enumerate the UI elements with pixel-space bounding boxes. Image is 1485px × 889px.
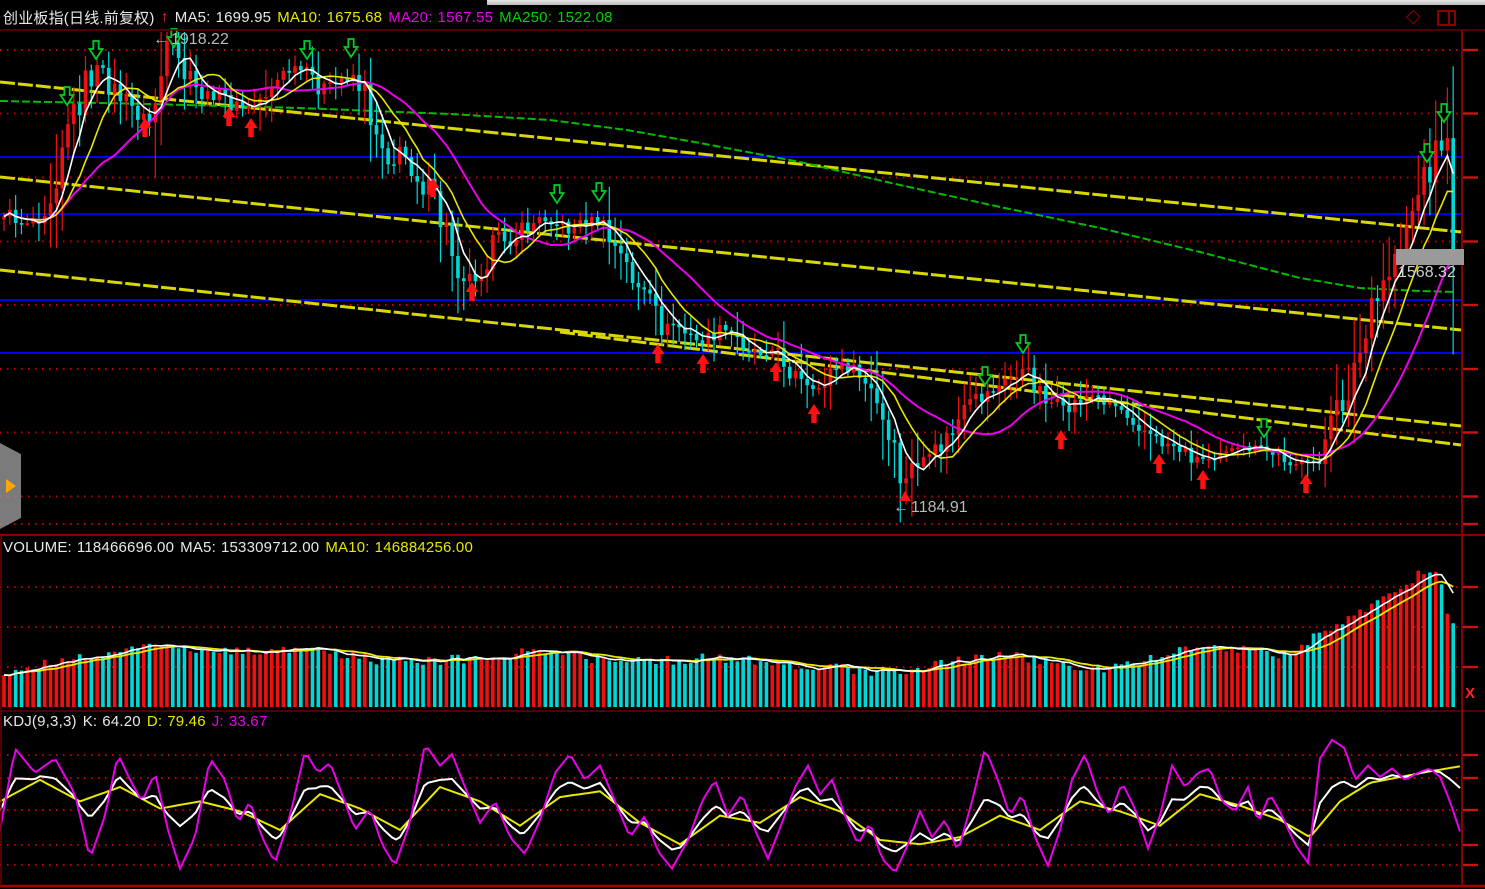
volume-header: VOLUME: 118466696.00 MA5: 153309712.00 MA1… xyxy=(3,539,473,556)
symbol-title: 创业板指(日线.前复权) xyxy=(3,10,155,27)
kdj-title: KDJ(9,3,3) xyxy=(3,713,77,730)
split-window-icon[interactable] xyxy=(1437,10,1456,26)
ma10-value: 1675.68 xyxy=(326,9,383,26)
close-indicator-button[interactable]: X xyxy=(1465,685,1476,702)
expand-arrow-icon xyxy=(5,479,16,493)
kdj-d-label: D: xyxy=(146,713,163,730)
high-pointer-arrow-icon: ← xyxy=(153,31,169,48)
volume-ma5-label: MA5: xyxy=(180,539,216,556)
ma5-value: 1699.95 xyxy=(215,9,272,26)
kdj-k-value: 64.20 xyxy=(102,713,141,730)
main-chart-header: 创业板指(日线.前复权) ↑ MA5: 1699.95 MA10: 1675.68 … xyxy=(3,7,613,28)
low-price-annotation: ← 1184.91 xyxy=(893,499,968,517)
kdj-k-label: K: xyxy=(82,713,98,730)
window-titlebar-edge xyxy=(487,0,1485,5)
low-price-value: 1184.91 xyxy=(911,499,968,516)
high-price-annotation: ← 1918.22 xyxy=(153,31,229,49)
kdj-j-value: 33.67 xyxy=(228,713,268,730)
ma250-value: 1522.08 xyxy=(557,9,613,26)
volume-label: VOLUME: xyxy=(3,539,72,556)
low-pointer-arrow-icon: ← xyxy=(893,499,909,516)
ma10-label: MA10: xyxy=(277,9,322,26)
last-price-value: 1568.32 xyxy=(1398,264,1456,281)
split-window-icon-bar xyxy=(1448,12,1450,24)
ma20-value: 1567.55 xyxy=(437,9,494,26)
ma20-label: MA20: xyxy=(388,9,433,26)
volume-ma10-value: 146884256.00 xyxy=(374,539,474,556)
ma250-label: MA250: xyxy=(499,9,553,26)
kdj-d-value: 79.46 xyxy=(167,713,206,730)
high-price-value: 1918.22 xyxy=(171,31,229,48)
trend-up-arrow-icon: ↑ xyxy=(160,8,169,26)
last-price-label-box xyxy=(1396,249,1464,265)
kdj-header: KDJ(9,3,3) K: 64.20 D: 79.46 J: 33.67 xyxy=(3,713,267,730)
volume-value: 118466696.00 xyxy=(76,539,175,556)
volume-ma5-value: 153309712.00 xyxy=(220,539,320,556)
volume-ma10-label: MA10: xyxy=(325,539,370,556)
kdj-j-label: J: xyxy=(211,713,224,730)
sidebar-expand-handle[interactable] xyxy=(0,443,21,529)
ma5-label: MA5: xyxy=(174,9,211,26)
diamond-icon[interactable]: ◇ xyxy=(1406,6,1421,27)
